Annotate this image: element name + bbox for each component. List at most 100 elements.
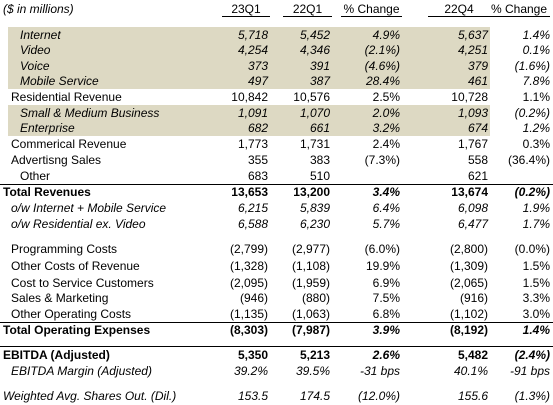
table-row: Enterprise 682 661 3.2% 674 1.2% xyxy=(0,120,553,136)
cell-value: 682 xyxy=(247,121,268,135)
cell-value: 497 xyxy=(247,74,268,88)
cell-value: (1,328) xyxy=(229,259,268,273)
cell-value: 373 xyxy=(247,59,268,73)
table-row: o/w Residential ex. Video 6,588 6,230 5.7% 6… xyxy=(0,217,553,232)
cell-value: (1,102) xyxy=(449,307,488,321)
cell-value: (8,192) xyxy=(449,323,488,337)
table-row: Small & Medium Business 1,091 1,070 2.0% 1,0… xyxy=(0,105,553,121)
table-row: EBITDA (Adjusted) 5,350 5,213 2.6% 5,482 (2.4… xyxy=(0,348,553,363)
cell-value: 6,098 xyxy=(457,201,488,215)
cell-value: 379 xyxy=(467,59,488,73)
column-header: % Change xyxy=(488,2,550,17)
cell-value: 19.9% xyxy=(365,259,400,273)
cell-value: 153.5 xyxy=(237,389,268,403)
row-shading xyxy=(8,105,490,121)
cell-value: 5,482 xyxy=(457,348,488,362)
row-label: Voice xyxy=(20,59,50,73)
table-row: Total Operating Expenses (8,303) (7,987) 3.… xyxy=(0,323,553,338)
cell-value: (4.6%) xyxy=(364,59,400,73)
cell-value: 3.4% xyxy=(372,185,400,199)
header-row: ($ in millions) 23Q1 22Q1% Change 22Q4% Ch… xyxy=(0,2,553,17)
cell-value: 4,346 xyxy=(299,43,330,57)
cell-value: 1.5% xyxy=(522,276,550,290)
cell-value: (1.3%) xyxy=(514,389,550,403)
table-row: Video 4,254 4,346 (2.1%) 4,251 0.1% xyxy=(0,42,553,58)
cell-value: 5,718 xyxy=(237,28,268,42)
cell-value: 510 xyxy=(309,169,330,183)
table-row: Weighted Avg. Shares Out. (Dil.) 153.5 174… xyxy=(0,389,553,404)
cell-value: 0.1% xyxy=(522,43,550,57)
cell-value: 391 xyxy=(309,59,330,73)
cell-value: 10,728 xyxy=(451,90,488,104)
cell-value: 6.8% xyxy=(372,307,400,321)
row-label: Weighted Avg. Shares Out. (Dil.) xyxy=(3,389,177,403)
table-row: Other 683 510 621 xyxy=(0,169,553,184)
cell-value: 683 xyxy=(247,169,268,183)
column-header: 22Q4 xyxy=(428,2,490,17)
table-row: Mobile Service 497 387 28.4% 461 7.8% xyxy=(0,73,553,89)
row-label: Video xyxy=(20,43,51,57)
row-label: Cost to Service Customers xyxy=(11,276,154,290)
row-label: Sales & Marketing xyxy=(11,291,109,305)
cell-value: 6,215 xyxy=(237,201,268,215)
row-shading xyxy=(8,27,490,43)
cell-value: 10,842 xyxy=(231,90,268,104)
divider-line xyxy=(0,346,553,347)
cell-value: 5,839 xyxy=(299,201,330,215)
table-row: Other Operating Costs (1,135) (1,063) 6.8% (… xyxy=(0,307,553,322)
cell-value: 3.2% xyxy=(372,121,400,135)
cell-value: (2.4%) xyxy=(514,348,550,362)
cell-value: 2.4% xyxy=(372,137,400,151)
cell-value: 10,576 xyxy=(293,90,330,104)
cell-value: 4.9% xyxy=(372,28,400,42)
cell-value: (36.4%) xyxy=(507,153,550,167)
cell-value: 3.0% xyxy=(522,307,550,321)
cell-value: 6,588 xyxy=(237,217,268,231)
cell-value: 2.0% xyxy=(372,106,400,120)
row-shading xyxy=(8,73,490,89)
cell-value: 5,350 xyxy=(237,348,268,362)
column-header: 22Q1 xyxy=(283,2,332,17)
cell-value: 5,637 xyxy=(457,28,488,42)
table-row: Internet 5,718 5,452 4.9% 5,637 1.4% xyxy=(0,27,553,43)
cell-value: (1,959) xyxy=(291,276,330,290)
table-row: o/w Internet + Mobile Service 6,215 5,839 6… xyxy=(0,201,553,216)
cell-value: -31 bps xyxy=(359,364,400,378)
cell-value: 2.5% xyxy=(372,90,400,104)
cell-value: 4,251 xyxy=(457,43,488,57)
cell-value: (1,309) xyxy=(449,259,488,273)
row-label: Total Operating Expenses xyxy=(3,323,151,337)
cell-value: (2,800) xyxy=(449,242,488,256)
row-label: Internet xyxy=(20,28,61,42)
cell-value: (7.3%) xyxy=(364,153,400,167)
cell-value: 174.5 xyxy=(299,389,330,403)
cell-value: 1.7% xyxy=(522,217,550,231)
cell-value: (1.6%) xyxy=(514,59,550,73)
row-shading xyxy=(8,120,490,136)
cell-value: 661 xyxy=(309,121,330,135)
cell-value: -91 bps xyxy=(509,364,550,378)
cell-value: 1.4% xyxy=(522,28,550,42)
cell-value: 7.8% xyxy=(522,74,550,88)
cell-value: 1,767 xyxy=(457,137,488,151)
table-row: Cost to Service Customers (2,095) (1,959) 6… xyxy=(0,276,553,291)
cell-value: (880) xyxy=(301,291,330,305)
cell-value: (12.0%) xyxy=(357,389,400,403)
row-label: EBITDA (Adjusted) xyxy=(3,348,110,362)
row-label: o/w Residential ex. Video xyxy=(11,217,146,231)
cell-value: (6.0%) xyxy=(364,242,400,256)
cell-value: (1,135) xyxy=(229,307,268,321)
cell-value: 1,773 xyxy=(237,137,268,151)
cell-value: 39.2% xyxy=(233,364,268,378)
row-label: Commerical Revenue xyxy=(11,137,127,151)
table-row: Voice 373 391 (4.6%) 379 (1.6%) xyxy=(0,58,553,74)
cell-value: (916) xyxy=(459,291,488,305)
table-row: EBITDA Margin (Adjusted) 39.2% 39.5% -31 bp… xyxy=(0,364,553,379)
column-header: % Change xyxy=(341,2,402,17)
cell-value: 6.4% xyxy=(372,201,400,215)
row-shading xyxy=(8,42,490,58)
cell-value: 39.5% xyxy=(295,364,330,378)
cell-value: 5.7% xyxy=(372,217,400,231)
cell-value: (2,095) xyxy=(229,276,268,290)
cell-value: (2,977) xyxy=(291,242,330,256)
